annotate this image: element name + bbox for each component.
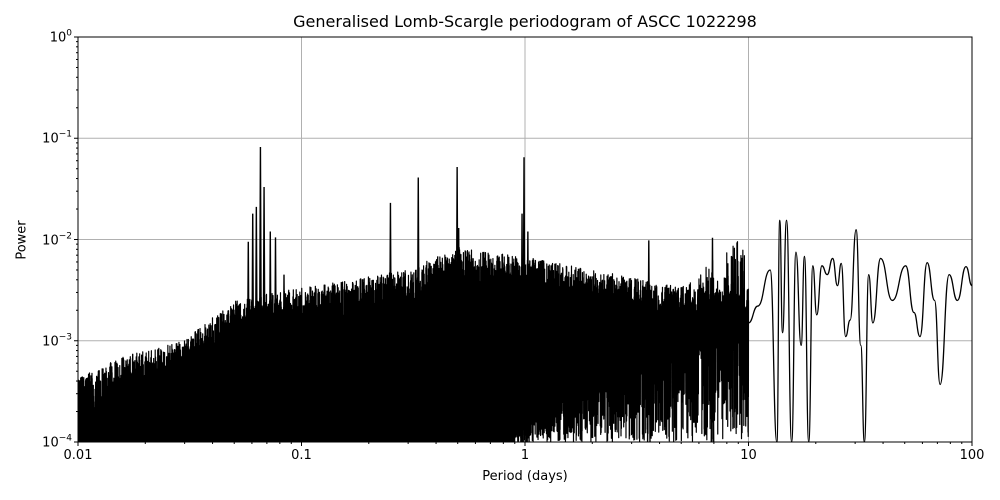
periodogram-peak [258,146,263,442]
x-tick-label: 0.1 [291,448,312,463]
periodogram-peak [525,231,530,442]
periodogram-peak [262,186,266,442]
periodogram-peak [646,240,651,442]
x-tick-label: 100 [959,448,985,463]
y-tick-label: 10−1 [42,129,72,147]
y-tick-label: 10−3 [42,332,72,350]
periodogram-peak [254,206,259,442]
x-tick-label: 0.01 [63,448,93,463]
x-tick-label: 1 [520,448,530,463]
periodogram-peak [250,213,255,442]
periodogram-peak [520,213,524,442]
y-tick-label: 10−2 [42,231,72,248]
periodogram-peak [268,231,273,442]
periodogram-peak [246,241,251,442]
periodogram-peak [282,274,286,442]
periodogram-peak [273,237,278,442]
axis-ticks [74,36,973,446]
periodogram-peak [416,177,421,442]
periodogram-peak [710,237,715,442]
periodogram-peak [456,227,461,442]
x-tick-label: 10 [740,448,757,463]
chart-title: Generalised Lomb-Scargle periodogram of … [293,12,757,31]
y-tick-label: 100 [49,28,72,46]
periodogram-trace [78,146,972,442]
y-axis-label: Power [14,220,30,260]
x-axis-label: Period (days) [482,469,568,484]
periodogram-peak [388,202,393,442]
y-tick-label: 10−4 [42,433,72,451]
